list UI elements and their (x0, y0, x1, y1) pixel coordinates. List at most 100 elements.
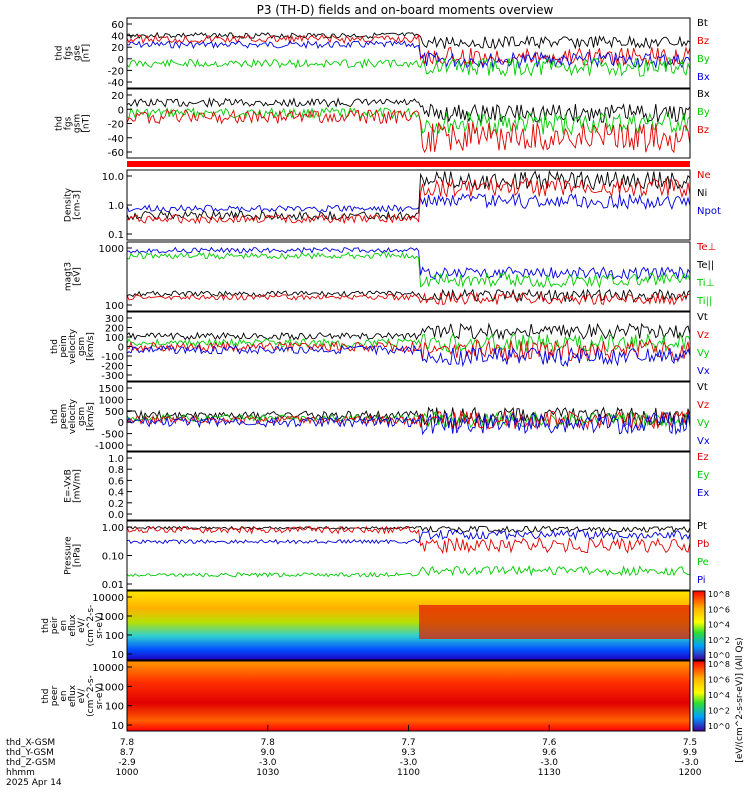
y-axis-label: peim (59, 335, 69, 358)
y-tick-label: 10 (111, 721, 124, 732)
pe-trace (126, 564, 691, 578)
x-tick-label-t: 1030 (256, 768, 279, 778)
panel-density: 10.0 1.0 0.1 Density [cm-3] Ne Ni Npot (64, 169, 721, 241)
quality-flag-bar (127, 161, 690, 167)
y-axis-label: fgs (64, 116, 74, 130)
x-row-label: thd_Y-GSM (6, 748, 54, 758)
legend-by: By (697, 107, 710, 118)
spectrogram-peer (127, 661, 690, 731)
vy-e-trace (126, 410, 691, 429)
x-tick-label-z: -3.0 (540, 758, 558, 768)
x-tick-label-t: 1100 (397, 768, 420, 778)
panel-frame (126, 590, 691, 661)
y-tick-label: 0 (118, 343, 124, 354)
y-axis-label: sr-eV) (95, 612, 105, 638)
y-tick-label: 10.0 (102, 172, 124, 183)
x-tick-label-x: 7.6 (542, 738, 557, 748)
colorbar-tick: 10^4 (708, 691, 730, 700)
legend-bx: Bx (697, 89, 710, 100)
y-axis-label: thd (55, 46, 65, 61)
legend-ti: Ti|| (696, 296, 712, 307)
y-tick-label: 60 (111, 20, 124, 31)
y-tick-label: -20 (108, 120, 124, 131)
y-tick-label: -200 (101, 362, 124, 373)
legend-ex: Ex (697, 488, 709, 499)
y-axis-label: magt3 (64, 262, 74, 291)
x-tick-label-y: 9.0 (261, 748, 276, 758)
legend-pe: Pe (697, 557, 709, 568)
bz-gsm-trace (126, 108, 691, 154)
vx-e-trace (126, 411, 691, 436)
panel-peer: 10000 1000 100 10 thd peer en eflux eV/(cm^2-s-s… (41, 660, 691, 732)
x-tick-label-y: 9.3 (401, 748, 415, 758)
y-tick-label: 1500 (99, 384, 124, 395)
y-tick-label: 200 (105, 324, 124, 335)
y-axis-label: (cm^2-s- (86, 675, 96, 717)
y-axis-label: E=-VxB (64, 469, 74, 503)
y-tick-label: 0.01 (102, 580, 124, 591)
x-row-label: hhmm (6, 768, 35, 778)
y-tick-label: 0.6 (108, 476, 124, 487)
legend-ne: Ne (697, 170, 711, 181)
y-tick-label: 1000 (99, 395, 124, 406)
legend-ni: Ni (697, 188, 707, 199)
y-axis-label: gse (73, 45, 83, 61)
panel-pressure: 1.00 0.10 0.01 Pressure [nPa] Pt Pb Pe Pi (64, 520, 709, 591)
panel-frame (126, 169, 691, 241)
x-tick-label-x: 7.5 (683, 738, 697, 748)
legend-te: Te⊥ (696, 242, 716, 253)
y-axis-label: Density (64, 187, 74, 222)
x-tick-label-x: 7.8 (261, 738, 276, 748)
y-axis-label: en (59, 620, 69, 631)
y-axis-label: thd (50, 339, 60, 354)
colorbars: 10^810^610^410^210^010^810^610^410^210^0… (692, 590, 745, 763)
y-axis-label: [cm-3] (73, 190, 83, 220)
legend-bz: Bz (697, 36, 709, 47)
colorbar-1 (692, 660, 706, 732)
legend-bt: Bt (697, 18, 708, 29)
x-tick-label-y: 8.7 (120, 748, 134, 758)
panel-frame (126, 241, 691, 312)
bt-trace (126, 31, 691, 50)
y-axis-label: [km/s] (86, 402, 96, 431)
x-tick-label-t: 1000 (116, 768, 139, 778)
y-tick-label: 500 (105, 407, 124, 418)
legend-vy: Vy (697, 418, 710, 429)
x-tick-label-t: 1200 (679, 768, 702, 778)
pi-trace (126, 529, 691, 545)
y-tick-label: 0.4 (108, 488, 124, 499)
y-tick-label: -300 (101, 371, 124, 382)
y-axis-label: eflux (68, 614, 78, 637)
x-tick-label-y: 9.6 (542, 748, 557, 758)
y-tick-label: 20 (111, 91, 124, 102)
y-axis-label: [nT] (82, 44, 92, 62)
bx-gsm-trace (126, 96, 691, 124)
colorbar-tick: 10^8 (708, 660, 730, 669)
y-tick-label: 40 (111, 32, 124, 43)
y-tick-label: 1.00 (102, 523, 124, 534)
y-axis-label: peer (50, 685, 60, 706)
y-tick-label: 0.0 (108, 510, 124, 521)
colorbar-0 (692, 590, 706, 661)
y-tick-label: 0.1 (108, 230, 124, 241)
legend-vt: Vt (697, 382, 708, 393)
legend-npot: Npot (697, 206, 721, 217)
y-tick-label: -1000 (95, 441, 124, 452)
y-axis-label: thd (55, 116, 65, 131)
y-tick-label: 0.10 (102, 552, 124, 563)
x-tick-label-z: -3.0 (681, 758, 699, 768)
legend-by: By (697, 54, 710, 65)
vt-e-trace (126, 406, 691, 427)
y-axis-label: en (59, 690, 69, 701)
colorbar-tick: 10^0 (708, 651, 730, 660)
x-tick-label-x: 7.8 (120, 738, 135, 748)
x-tick-label-z: -2.9 (118, 758, 136, 768)
y-tick-label: -60 (108, 148, 124, 159)
y-axis-label: peem (59, 404, 69, 430)
npot-trace (126, 192, 691, 213)
y-tick-label: 20 (111, 43, 124, 54)
y-axis-label: eV/ (77, 688, 87, 704)
